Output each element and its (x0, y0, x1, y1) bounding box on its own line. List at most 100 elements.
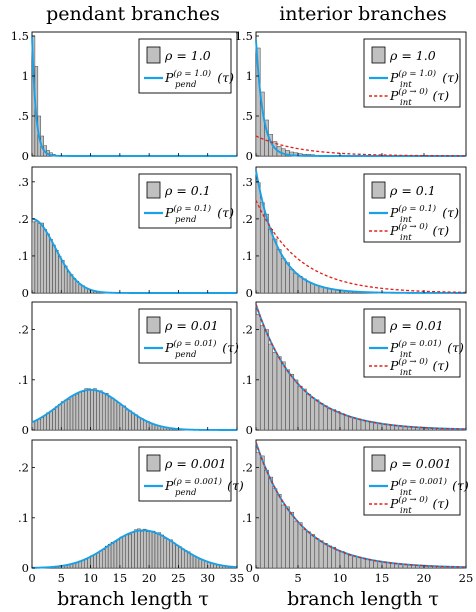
panel-pendant-2: 0 .1 .2 .3 ρ = 0.1 P(ρ = 0.1) pend (τ) (18, 166, 238, 300)
legend-histogram-swatch (371, 454, 386, 472)
histogram-bar (116, 539, 121, 569)
limit-curve (255, 442, 467, 568)
histogram-bar (145, 531, 150, 569)
histogram-bar (331, 409, 337, 431)
histogram-bar (181, 548, 185, 569)
histogram-bar (43, 229, 47, 294)
legend: ρ = 0.01 P(ρ = 0.01) int (τ)P(ρ → 0) int (τ) (363, 308, 464, 378)
histogram-bar (310, 397, 316, 431)
histogram-bar (49, 410, 53, 431)
histogram-bar (268, 343, 274, 431)
histogram-bar (63, 399, 68, 431)
histogram-bar (49, 239, 53, 294)
histogram-bar (306, 393, 311, 431)
y-tick-label: .1 (18, 373, 29, 387)
x-tick-label: 20 (417, 571, 432, 585)
x-tick-label: 10 (333, 571, 348, 585)
y-tick-label: .1 (18, 249, 29, 263)
legend-histogram-swatch (146, 454, 161, 472)
histogram-bar (381, 562, 387, 569)
column-title-interior: interior branches (279, 3, 447, 25)
y-tick-label: .2 (242, 461, 253, 475)
y-tick-label: .2 (242, 323, 253, 337)
histogram-bar (113, 541, 118, 569)
histogram-bar (125, 409, 129, 431)
histogram-bar (310, 534, 316, 569)
histogram-bar (285, 369, 290, 431)
histogram-bar (259, 325, 265, 431)
histogram-bar (55, 406, 59, 431)
legend-curve-label: P(ρ = 1.0) pend (τ) (164, 68, 234, 90)
y-tick-label: .1 (242, 373, 253, 387)
histogram-bar (285, 506, 290, 569)
x-tick-label: 25 (171, 571, 186, 585)
histogram-bar (34, 220, 39, 294)
histogram-bar (137, 528, 141, 569)
histogram-bar (264, 213, 269, 294)
x-tick-label: 15 (375, 571, 390, 585)
histogram-bar (96, 390, 100, 431)
histogram-bar (297, 385, 303, 431)
histogram-bar (69, 396, 74, 431)
histogram-bar (128, 410, 132, 431)
y-tick-label: .1 (18, 511, 29, 525)
histogram-bar (143, 420, 147, 431)
histogram-bar (131, 532, 135, 569)
histogram-bar (192, 555, 197, 569)
legend-curve-label: P(ρ → 0) int (τ) (389, 86, 449, 108)
histogram-bar (301, 388, 307, 431)
legend: ρ = 0.001 P(ρ = 0.001) pend (τ) (138, 446, 244, 502)
histogram-bar (55, 250, 59, 294)
histogram-bar (343, 415, 349, 431)
histogram-bar (119, 404, 124, 431)
histogram-bar (43, 415, 47, 431)
histogram-bar (90, 390, 94, 431)
fitted-curve (255, 170, 466, 294)
y-tick-label: .3 (242, 175, 253, 189)
histogram-bar (301, 529, 307, 569)
x-tick-label: 5 (58, 571, 65, 585)
histogram-bar (289, 269, 295, 294)
histogram-bar (107, 543, 112, 569)
histogram-bar (306, 531, 311, 569)
histogram-bar (131, 412, 135, 431)
histogram-bar (293, 273, 299, 294)
x-axis-label-pendant: branch length τ (57, 588, 209, 610)
histogram-bar (128, 534, 132, 569)
x-tick-label: 35 (230, 571, 245, 585)
histogram-bar (373, 560, 379, 569)
x-tick-label: 5 (294, 571, 301, 585)
histogram-bar (58, 256, 62, 294)
histogram-bar (78, 391, 83, 431)
histogram-bar (93, 388, 97, 431)
legend-curve-label: P(ρ → 0) int (τ) (389, 494, 449, 516)
histogram-bar (122, 535, 126, 569)
histogram-bar (125, 534, 129, 569)
histogram-bar (157, 532, 162, 569)
legend-histogram-swatch (371, 316, 386, 334)
histogram-bar (104, 545, 109, 569)
panel-interior-1: 0 .5 1 1.5 ρ = 1.0 P(ρ = 1.0) int (τ)P(ρ → 0) in… (235, 29, 467, 163)
histogram-bar (104, 392, 109, 431)
histogram-bar (75, 393, 80, 431)
y-tick-label: 1 (22, 69, 29, 83)
fitted-curve (31, 217, 237, 294)
panel-interior-4: 0 .1 .2 0 5 10 15 20 25 ρ = 0.001 P(ρ = 0.001) int(… (242, 439, 473, 585)
legend-label: ρ = 0.001 (389, 456, 452, 471)
panel-pendant-1: 0 .5 1 1.5 ρ = 1.0 P(ρ = 1.0) pend (τ) (11, 29, 238, 163)
y-tick-label: .3 (18, 175, 29, 189)
histogram-bar (137, 417, 141, 431)
x-tick-label: 15 (113, 571, 128, 585)
fitted-curve (31, 388, 237, 431)
histogram-bar (37, 419, 42, 431)
column-title-pendant: pendant branches (46, 3, 220, 25)
legend-label: ρ = 0.01 (389, 318, 444, 333)
histogram-bar (272, 488, 278, 569)
histogram-bar (72, 394, 77, 431)
histogram-bar (327, 408, 332, 431)
y-tick-label: .2 (18, 461, 29, 475)
histogram-bar (87, 388, 91, 431)
legend-curve-label: P(ρ → 0) int (τ) (389, 356, 449, 378)
histogram-bar (172, 542, 176, 569)
legend-histogram-swatch (146, 46, 161, 64)
